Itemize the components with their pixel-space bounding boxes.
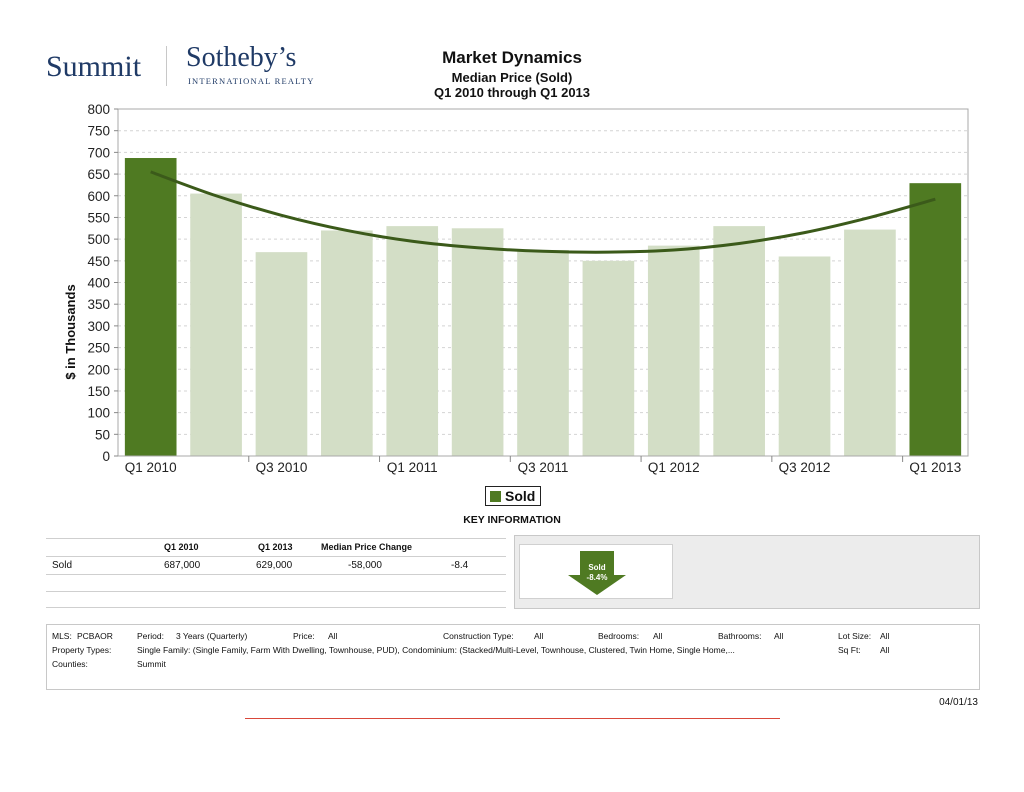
y-tick-label: 300 <box>87 319 110 334</box>
report-header: Market Dynamics Median Price (Sold) Q1 2… <box>380 48 644 100</box>
trend-line <box>150 170 936 254</box>
x-tick-label: Q1 2013 <box>909 460 961 475</box>
counties-value: Summit <box>137 659 166 669</box>
y-tick-label: 100 <box>87 406 110 421</box>
mls-value: PCBAOR <box>77 631 113 641</box>
x-tick-labels: Q1 2010 Q3 2010 Q1 2011 Q3 2011 Q1 2012 Q3 20… <box>125 456 961 475</box>
y-tick-label: 250 <box>87 341 110 356</box>
legend-swatch <box>490 490 501 502</box>
value-pct-change: -8.4 <box>451 560 469 571</box>
x-tick-label: Q1 2010 <box>125 460 177 475</box>
bar-q1-2012 <box>647 245 700 456</box>
bar-q1-2011 <box>386 226 439 456</box>
sothebys-logo-text: Sotheby’s <box>186 42 297 73</box>
property-types-value: Single Family: (Single Family, Farm With… <box>137 645 735 655</box>
y-tick-label: 600 <box>87 189 110 204</box>
bar-q4-2011 <box>582 260 635 456</box>
lotsize-label: Lot Size: <box>838 631 872 641</box>
table-divider <box>46 538 506 539</box>
indicator-pct: -8.4% <box>586 573 608 582</box>
chart-legend: Sold <box>485 486 542 506</box>
bathrooms-label: Bathrooms: <box>718 631 762 641</box>
report-date-range: Q1 2010 through Q1 2013 <box>433 85 591 100</box>
y-tick-label: 0 <box>102 449 110 464</box>
key-information-title: KEY INFORMATION <box>463 514 561 526</box>
y-tick-label: 400 <box>87 276 110 291</box>
y-tick-label: 800 <box>87 104 110 117</box>
x-tick-label: Q3 2012 <box>779 460 831 475</box>
sqft-label: Sq Ft: <box>838 645 861 655</box>
report-subtitle: Median Price (Sold) <box>451 70 573 85</box>
footer-rule <box>245 718 780 719</box>
key-info-table: Q1 2010 Q1 2013 Median Price Change Sold… <box>46 538 506 608</box>
value-change: -58,000 <box>348 560 382 571</box>
table-divider <box>46 556 506 557</box>
construction-value: All <box>534 631 544 641</box>
bar-q2-2010 <box>190 193 242 457</box>
mls-label: MLS: <box>52 631 72 641</box>
x-tick-label: Q3 2010 <box>256 460 308 475</box>
header-q1-2010: Q1 2010 <box>164 542 199 552</box>
y-tick-label: 700 <box>87 145 110 160</box>
bar-q2-2011 <box>451 228 504 456</box>
x-tick-label: Q3 2011 <box>518 460 569 475</box>
indicator-name: Sold <box>588 563 606 572</box>
value-q1-2013: 629,000 <box>256 560 293 571</box>
y-tick-label: 500 <box>87 232 110 247</box>
median-price-chart: 0 50 100 150 200 250 300 350 400 450 500 550 600 650 7… <box>63 104 969 475</box>
x-tick-label: Q1 2012 <box>648 460 700 475</box>
bathrooms-value: All <box>774 631 784 641</box>
bar-q4-2010 <box>321 230 373 456</box>
change-indicator-panel: Sold -8.4% <box>514 535 980 609</box>
chart-bars <box>124 158 962 457</box>
table-divider <box>46 574 506 575</box>
sqft-value: All <box>880 645 890 655</box>
table-divider <box>46 591 506 592</box>
lotsize-value: All <box>880 631 890 641</box>
header-q1-2013: Q1 2013 <box>258 542 293 552</box>
header-median-change: Median Price Change <box>321 542 413 552</box>
y-tick-label: 550 <box>87 210 110 225</box>
price-value: All <box>328 631 338 641</box>
x-tick-label: Q1 2011 <box>387 460 438 475</box>
bar-q1-2013 <box>909 183 962 456</box>
table-divider <box>46 607 506 608</box>
indicator-label: Sold -8.4% <box>566 563 628 583</box>
y-tick-label: 450 <box>87 254 110 269</box>
bar-q3-2011 <box>517 249 569 456</box>
bar-q1-2010 <box>124 158 177 457</box>
construction-label: Construction Type: <box>443 631 514 641</box>
summit-logo-text: Summit <box>46 50 142 83</box>
report-date: 04/01/13 <box>939 697 978 708</box>
down-arrow-icon <box>568 551 626 595</box>
bedrooms-label: Bedrooms: <box>598 631 640 641</box>
bar-q2-2012 <box>713 226 765 456</box>
counties-label: Counties: <box>52 659 88 669</box>
legend-label: Sold <box>505 488 536 504</box>
period-label: Period: <box>137 631 164 641</box>
report-title: Market Dynamics <box>442 48 582 67</box>
y-axis-label: $ in Thousands <box>63 284 78 379</box>
sothebys-logo-subtext: INTERNATIONAL REALTY <box>188 76 315 86</box>
report-filters: MLS: PCBAOR Period: 3 Years (Quarterly) … <box>46 624 980 690</box>
property-types-label: Property Types: <box>52 645 112 655</box>
row-label: Sold <box>52 560 73 571</box>
y-tick-label: 750 <box>87 124 110 139</box>
bar-q3-2012 <box>778 256 831 456</box>
value-q1-2010: 687,000 <box>164 560 201 571</box>
y-tick-label: 50 <box>95 427 110 442</box>
y-tick-label: 200 <box>87 362 110 377</box>
y-tick-label: 350 <box>87 297 110 312</box>
period-value: 3 Years (Quarterly) <box>176 631 248 641</box>
indicator-box: Sold -8.4% <box>519 544 673 599</box>
bar-q3-2010 <box>255 252 308 456</box>
bar-q4-2012 <box>844 229 896 456</box>
price-label: Price: <box>293 631 315 641</box>
y-tick-labels: 0 50 100 150 200 250 300 350 400 450 500 550 600 650 7… <box>87 104 118 464</box>
y-tick-label: 650 <box>87 167 110 182</box>
bedrooms-value: All <box>653 631 663 641</box>
y-tick-label: 150 <box>87 384 110 399</box>
logo-divider <box>166 46 167 86</box>
